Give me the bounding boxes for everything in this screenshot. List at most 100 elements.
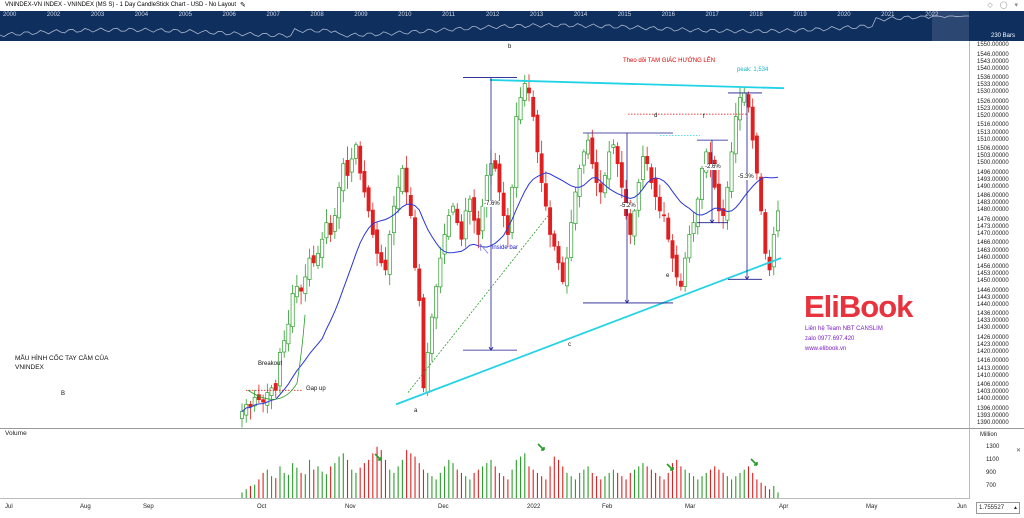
label-inside-bar: inside bar: [492, 245, 519, 251]
candle: [484, 163, 489, 218]
price-tick-label: 1440.00000: [977, 301, 1009, 308]
candle: [645, 146, 650, 171]
date-tick-label: May: [866, 504, 878, 510]
candle-body: [771, 234, 776, 268]
candle: [565, 246, 569, 294]
candle: [742, 87, 747, 107]
candle-body: [379, 252, 384, 264]
price-tick-label: 1480.00000: [977, 207, 1009, 214]
candle-body: [569, 222, 574, 258]
price-axis: 1550.00000 1546.00000 1543.00000 1540.00000…: [969, 41, 1024, 435]
volume-series: [241, 446, 779, 499]
overview-year-label: 2014: [573, 12, 588, 18]
candle-body: [438, 257, 443, 288]
candle-body: [463, 210, 468, 240]
price-tick-label: 1470.00000: [977, 231, 1009, 237]
candle-body: [750, 106, 755, 141]
label-b: b: [508, 44, 512, 50]
price-tick-label: 1526.00000: [977, 98, 1009, 105]
candle-body: [763, 212, 768, 254]
volume-tick-label: 700: [986, 482, 997, 489]
label-headline: Theo dõi TAM GIÁC HƯỚNG LÊN: [623, 58, 716, 64]
candle: [396, 175, 401, 214]
candle: [307, 248, 312, 287]
candle: [476, 210, 481, 249]
candle: [552, 230, 557, 251]
candle-body: [476, 218, 481, 235]
price-tick-label: 1426.00000: [977, 334, 1009, 341]
pencil-icon[interactable]: ✎: [240, 2, 246, 9]
candle: [527, 74, 531, 102]
candle-body: [543, 183, 548, 207]
candle-body: [349, 158, 354, 173]
candle-body: [683, 257, 688, 287]
diamond-icon[interactable]: ◇: [987, 2, 993, 9]
volume-panel: [0, 428, 969, 499]
candle: [560, 256, 565, 285]
candle-body: [657, 196, 662, 212]
candle: [446, 209, 451, 240]
candle: [581, 149, 586, 174]
volume-label: Volume: [5, 430, 27, 437]
price-tick-label: 1523.00000: [977, 105, 1009, 112]
price-tick-label: 1390.00000: [977, 419, 1009, 426]
measure-bracket-2: [583, 132, 673, 304]
candle-body: [539, 153, 544, 183]
candle-body: [417, 268, 422, 301]
candle: [590, 129, 595, 169]
candle: [695, 196, 700, 235]
candle: [704, 148, 709, 179]
measure-bracket-3: [697, 139, 728, 224]
candle-body: [594, 162, 599, 183]
overview-series: [0, 15, 969, 38]
candle: [674, 245, 679, 286]
candle-body: [324, 222, 329, 239]
candle: [678, 273, 683, 291]
candle-body: [442, 234, 447, 255]
price-tick-label: 1486.00000: [977, 193, 1009, 200]
overview-year-label: 2022: [925, 12, 939, 18]
candle-body: [429, 316, 434, 354]
label-c: c: [568, 342, 571, 348]
candle: [501, 181, 506, 228]
candle: [341, 158, 346, 203]
price-tick-label: 1496.00000: [977, 169, 1009, 176]
candle-body: [662, 214, 666, 217]
label-gap-up: Gap up: [306, 386, 326, 392]
overview-window[interactable]: [932, 11, 969, 41]
candle-body: [332, 215, 337, 232]
candle-body: [716, 183, 721, 212]
overview-year-label: 2018: [749, 12, 763, 18]
candle: [387, 230, 392, 286]
candle: [569, 209, 574, 262]
candle: [615, 142, 620, 177]
candle: [345, 146, 350, 189]
candle-body: [615, 146, 620, 165]
candle-body: [708, 152, 713, 165]
circle-icon[interactable]: ◯: [999, 2, 1008, 9]
candle: [413, 209, 417, 271]
date-axis: Jul Aug Sep Oct Nov Dec 2022 Feb Mar Apr May Jun: [0, 498, 969, 518]
close-icon[interactable]: ✕: [1016, 448, 1022, 454]
measure-bracket-1: [463, 77, 517, 351]
candle: [438, 247, 443, 294]
candles: [240, 74, 780, 428]
overview-year-label: 2017: [705, 12, 719, 18]
candle-body: [345, 159, 350, 176]
candle-body: [738, 97, 742, 121]
candle: [573, 187, 578, 231]
dropdown-icon[interactable]: ▾: [1014, 2, 1018, 9]
price-tick-label: 1420.00000: [977, 348, 1009, 355]
candle: [282, 330, 287, 358]
zoom-input[interactable]: 1.755527 ▲: [976, 502, 1020, 514]
candle-body: [645, 156, 650, 165]
candle: [649, 163, 654, 190]
candle: [771, 226, 776, 276]
candle-body: [607, 151, 612, 180]
overview-strip[interactable]: 2000 2002 2003 2004 2005 2006 2007 2008 2009 2010…: [0, 11, 1024, 41]
price-chart[interactable]: [0, 41, 969, 428]
pct-label-3: -2.6%: [704, 164, 722, 170]
chevron-down-icon[interactable]: ▲: [1013, 505, 1018, 511]
candle-body: [640, 156, 645, 180]
price-tick-label: 1550.00000: [977, 42, 1009, 49]
